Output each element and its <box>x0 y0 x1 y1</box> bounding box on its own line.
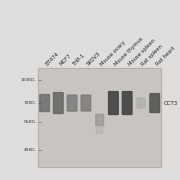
Text: Rat heart: Rat heart <box>155 46 176 67</box>
FancyBboxPatch shape <box>81 95 91 111</box>
Text: THP-1: THP-1 <box>72 52 87 67</box>
FancyBboxPatch shape <box>122 92 132 114</box>
Text: CCT3: CCT3 <box>163 101 178 105</box>
Text: BT474: BT474 <box>45 51 60 67</box>
FancyBboxPatch shape <box>96 126 103 133</box>
FancyBboxPatch shape <box>67 95 77 111</box>
Bar <box>39 68 161 167</box>
Text: SKOV3: SKOV3 <box>86 51 102 67</box>
Text: Mouse spleen: Mouse spleen <box>127 37 156 67</box>
FancyBboxPatch shape <box>109 92 118 114</box>
FancyBboxPatch shape <box>137 98 145 108</box>
FancyBboxPatch shape <box>53 93 63 113</box>
FancyBboxPatch shape <box>40 95 49 111</box>
Text: 40KD-: 40KD- <box>24 148 37 152</box>
Bar <box>39 68 161 167</box>
FancyBboxPatch shape <box>150 94 159 112</box>
FancyBboxPatch shape <box>96 114 103 125</box>
Text: Mouse ovary: Mouse ovary <box>100 39 127 67</box>
Text: 70KD-: 70KD- <box>24 101 37 105</box>
Text: MCF7: MCF7 <box>58 53 72 67</box>
Text: 55KD-: 55KD- <box>23 120 37 124</box>
Text: 100KD-: 100KD- <box>21 78 37 82</box>
Text: Mouse thymus: Mouse thymus <box>113 36 144 67</box>
Text: Rat spleen: Rat spleen <box>141 43 164 67</box>
